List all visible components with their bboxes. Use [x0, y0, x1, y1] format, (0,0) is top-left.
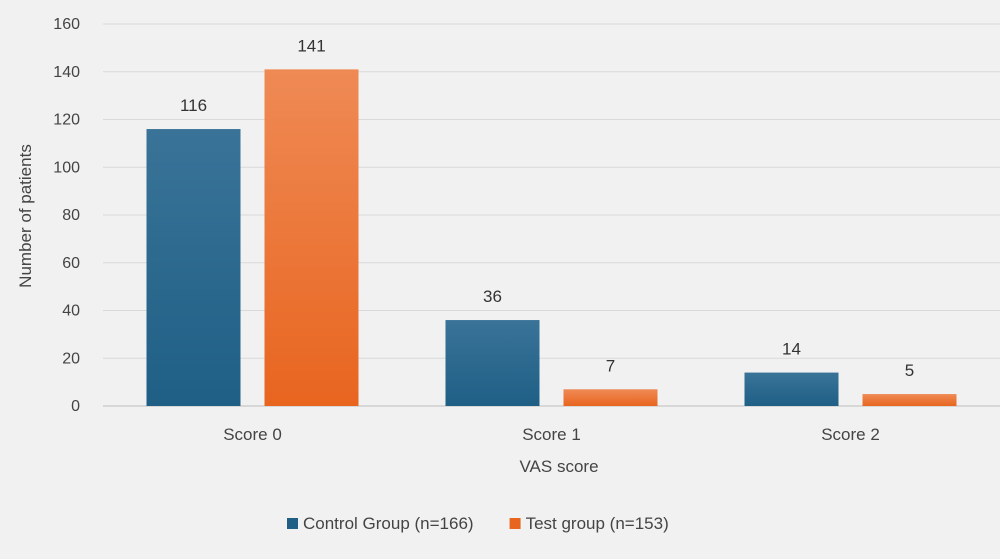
- y-axis-label: Number of patients: [16, 144, 35, 288]
- y-tick-label: 60: [62, 255, 80, 272]
- bar-control-0: [146, 129, 241, 407]
- gridlines: [103, 23, 1000, 407]
- legend-label: Control Group (n=166): [303, 514, 474, 533]
- y-tick-label: 40: [62, 303, 80, 320]
- y-tick-label: 100: [53, 159, 80, 176]
- bars: [146, 69, 957, 407]
- y-axis-ticks: 0 20 40 60 80 100 120 140 160: [53, 16, 80, 415]
- legend: Control Group (n=166) Test group (n=153): [287, 514, 669, 533]
- y-tick-label: 20: [62, 350, 80, 367]
- legend-swatch: [509, 518, 521, 529]
- data-label: 116: [180, 96, 207, 115]
- legend-swatch: [287, 518, 298, 529]
- x-tick-label: Score 0: [223, 425, 282, 444]
- bar-control-2: [744, 372, 839, 406]
- y-tick-label: 120: [53, 112, 80, 129]
- x-axis-ticks: Score 0 Score 1 Score 2: [223, 425, 880, 444]
- bar-test-0: [264, 69, 359, 407]
- data-label: 14: [782, 340, 801, 359]
- y-tick-label: 160: [53, 16, 80, 33]
- legend-label: Test group (n=153): [526, 514, 669, 533]
- data-labels: 116 141 36 7 14 5: [180, 36, 914, 380]
- y-tick-label: 80: [62, 207, 80, 224]
- data-label: 36: [483, 287, 502, 306]
- y-tick-label: 0: [71, 398, 80, 415]
- y-tick-label: 140: [53, 64, 80, 81]
- data-label: 5: [905, 361, 914, 380]
- x-tick-label: Score 2: [821, 425, 880, 444]
- data-label: 141: [297, 36, 325, 55]
- x-tick-label: Score 1: [522, 425, 581, 444]
- data-label: 7: [606, 356, 615, 375]
- bar-test-2: [862, 394, 957, 406]
- x-axis-label: VAS score: [519, 457, 598, 476]
- bar-control-1: [445, 320, 540, 406]
- bar-test-1: [563, 389, 658, 406]
